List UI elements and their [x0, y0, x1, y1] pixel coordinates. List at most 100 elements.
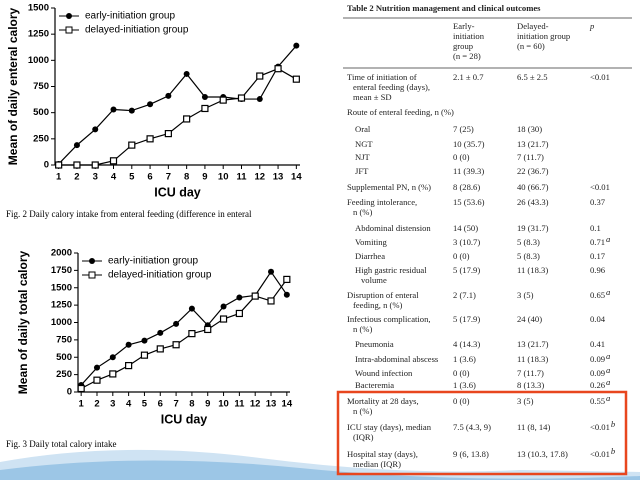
cell: 0.1: [590, 223, 601, 233]
x-tick-label: 12: [250, 399, 261, 410]
decoration-wave: [0, 460, 640, 480]
marker: [164, 130, 172, 138]
row-label: Bacteremia: [355, 380, 394, 390]
marker: [220, 303, 227, 310]
row-label: Feeding intolerance,: [347, 197, 417, 207]
footnote-mark: b: [611, 419, 616, 429]
row-label: Vomiting: [355, 237, 388, 247]
y-tick-label: 2000: [51, 248, 72, 259]
row-label: enteral feeding (days),: [353, 82, 430, 92]
column-header: (n = 60): [517, 41, 545, 51]
cell: 0 (0): [453, 396, 470, 406]
marker: [235, 309, 243, 318]
cell: 13 (21.7): [517, 339, 549, 349]
y-tick-label: 250: [33, 133, 49, 144]
cell: 0.96: [590, 265, 606, 275]
y-tick-label: 1500: [28, 3, 49, 14]
table: Table 2 Nutrition management and clinica…: [343, 3, 632, 469]
cell: 0.09: [590, 368, 605, 378]
y-tick-label: 1000: [51, 317, 72, 328]
row-label: Pneumonia: [355, 339, 394, 349]
legend-marker: [65, 26, 73, 34]
cell: <0.01: [590, 72, 610, 82]
x-tick-label: 13: [273, 172, 284, 183]
legend-marker: [88, 271, 96, 279]
x-tick-label: 11: [234, 399, 245, 410]
x-axis-label: ICU day: [161, 412, 208, 426]
cell: 7 (25): [453, 124, 474, 134]
marker: [109, 370, 117, 378]
footnote-mark: a: [606, 351, 610, 361]
column-header: Delayed-: [517, 21, 549, 31]
y-tick-label: 750: [33, 81, 49, 92]
row-label: NJT: [355, 152, 371, 162]
column-header: group: [453, 41, 473, 51]
cell: 14 (50): [453, 223, 478, 233]
x-tick-label: 13: [266, 399, 277, 410]
cell: 18 (30): [517, 124, 542, 134]
x-tick-label: 11: [236, 172, 247, 183]
x-tick-label: 1: [79, 399, 85, 410]
y-tick-label: 0: [67, 387, 72, 398]
y-tick-label: 750: [56, 334, 72, 345]
x-tick-label: 14: [291, 172, 302, 183]
cell: 4 (14.3): [453, 339, 480, 349]
column-header: initiation group: [517, 31, 570, 41]
x-tick-label: 12: [254, 172, 265, 183]
row-label: Infectious complication,: [347, 314, 431, 324]
cell: 40 (66.7): [517, 182, 549, 192]
column-header: p: [589, 21, 595, 31]
column-header: Early-: [453, 21, 475, 31]
cell: 24 (40): [517, 314, 542, 324]
marker: [125, 361, 133, 370]
marker: [128, 107, 135, 114]
marker: [293, 42, 300, 49]
x-tick-label: 2: [94, 399, 99, 410]
cell: 7 (11.7): [517, 152, 544, 162]
row-label: mean ± SD: [353, 92, 392, 102]
row-label: JFT: [355, 166, 369, 176]
row-label: High gastric residual: [355, 265, 427, 275]
y-tick-label: 0: [44, 160, 49, 171]
x-tick-label: 9: [205, 399, 210, 410]
row-label: n (%): [353, 324, 372, 334]
y-tick-label: 1500: [51, 282, 72, 293]
cell: 3 (5): [517, 290, 534, 300]
marker: [93, 364, 100, 371]
cell: 0.37: [590, 197, 606, 207]
x-tick-label: 1: [56, 172, 62, 183]
cell: 1 (3.6): [453, 354, 476, 364]
marker: [256, 72, 264, 80]
marker: [292, 75, 300, 83]
cell: 0.55: [590, 396, 605, 406]
marker: [140, 351, 149, 359]
x-tick-label: 6: [158, 399, 163, 410]
marker: [283, 275, 291, 284]
marker: [268, 268, 275, 275]
x-tick-label: 14: [282, 399, 293, 410]
cell: 0.41: [590, 339, 605, 349]
marker: [128, 141, 136, 149]
row-label: Supplemental PN, n (%): [347, 182, 431, 192]
cell: 5 (17.9): [453, 314, 480, 324]
row-label: Diarrhea: [355, 251, 385, 261]
row-label: Route of enteral feeding, n (%): [347, 107, 454, 117]
marker: [146, 135, 154, 143]
footnote-mark: a: [606, 234, 610, 244]
legend-label: early-initiation group: [85, 11, 175, 22]
x-tick-label: 10: [218, 172, 229, 183]
marker: [172, 341, 180, 349]
cell: 11 (39.3): [453, 166, 484, 176]
row-label: median (IQR): [353, 459, 401, 469]
footnote-mark: a: [606, 287, 610, 297]
row-label: feeding, n (%): [353, 300, 403, 310]
cell: 19 (31.7): [517, 223, 549, 233]
cell: <0.01: [590, 449, 610, 459]
marker: [188, 305, 195, 312]
marker: [91, 161, 99, 169]
cell: 13 (10.3, 17.8): [517, 449, 568, 459]
marker: [201, 93, 208, 100]
legend-marker: [89, 258, 95, 264]
